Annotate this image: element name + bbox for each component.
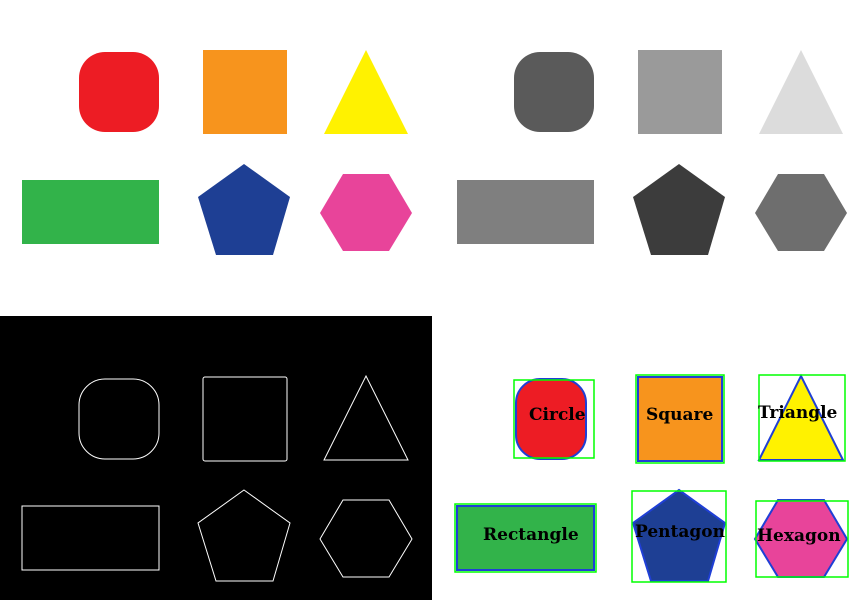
color-shapes-canvas — [22, 50, 412, 255]
square-edge — [202, 376, 288, 462]
circle-shape — [79, 52, 159, 132]
circle-bounding-box — [513, 379, 595, 459]
color-shapes-panel — [0, 0, 432, 300]
hexagon-detection: Hexagon — [753, 499, 849, 578]
pentagon-edge — [197, 489, 291, 582]
edge-background — [0, 316, 432, 600]
gray-circle-shape — [514, 52, 594, 132]
pentagon-detection: Pentagon — [631, 488, 727, 583]
grayscale-shapes-panel — [432, 0, 864, 300]
triangle-edge — [323, 374, 409, 461]
hexagon-shape — [320, 174, 412, 251]
square-bounding-box — [635, 374, 725, 464]
pentagon-label: Pentagon — [635, 522, 725, 542]
gray-pentagon-shape — [633, 164, 725, 255]
rectangle-bounding-box — [454, 503, 597, 573]
edge-detection-canvas — [0, 316, 432, 600]
gray-square-shape — [638, 50, 722, 134]
labeled-detection-panel: Circle Square Triangle Rectangle — [432, 300, 864, 600]
rectangle-contour — [456, 505, 595, 571]
hexagon-bounding-box — [755, 500, 849, 578]
triangle-bounding-box — [758, 374, 846, 462]
triangle-shape — [324, 50, 408, 134]
gray-triangle-shape — [759, 50, 843, 134]
rectangle-fill — [457, 506, 594, 570]
pentagon-contour — [631, 488, 727, 582]
gray-rectangle-shape — [457, 180, 594, 244]
triangle-label: Triangle — [758, 403, 838, 423]
hexagon-label: Hexagon — [757, 526, 841, 546]
labeled-detection-canvas: Circle Square Triangle Rectangle — [454, 373, 849, 583]
grayscale-shapes-canvas — [457, 50, 847, 255]
triangle-fill — [759, 376, 843, 460]
circle-edge — [78, 378, 160, 460]
gray-hexagon-shape — [755, 174, 847, 251]
pentagon-bounding-box — [631, 490, 727, 583]
circle-label: Circle — [529, 405, 586, 425]
square-contour — [637, 376, 723, 462]
square-label: Square — [646, 405, 713, 425]
triangle-contour — [757, 373, 845, 461]
rectangle-edge — [21, 505, 160, 571]
hexagon-edge — [319, 499, 413, 578]
rectangle-label: Rectangle — [483, 525, 579, 545]
pentagon-shape — [198, 164, 290, 255]
square-detection: Square — [635, 374, 725, 464]
edge-outlines — [21, 374, 413, 582]
pentagon-fill — [633, 490, 725, 581]
square-shape — [203, 50, 287, 134]
square-fill — [638, 377, 722, 461]
triangle-detection: Triangle — [757, 373, 846, 462]
rectangle-shape — [22, 180, 159, 244]
rectangle-detection: Rectangle — [454, 503, 597, 573]
circle-fill — [516, 379, 586, 459]
circle-contour — [515, 378, 587, 460]
edge-detection-panel — [0, 300, 432, 600]
hexagon-fill — [755, 500, 847, 577]
circle-detection: Circle — [513, 378, 595, 460]
